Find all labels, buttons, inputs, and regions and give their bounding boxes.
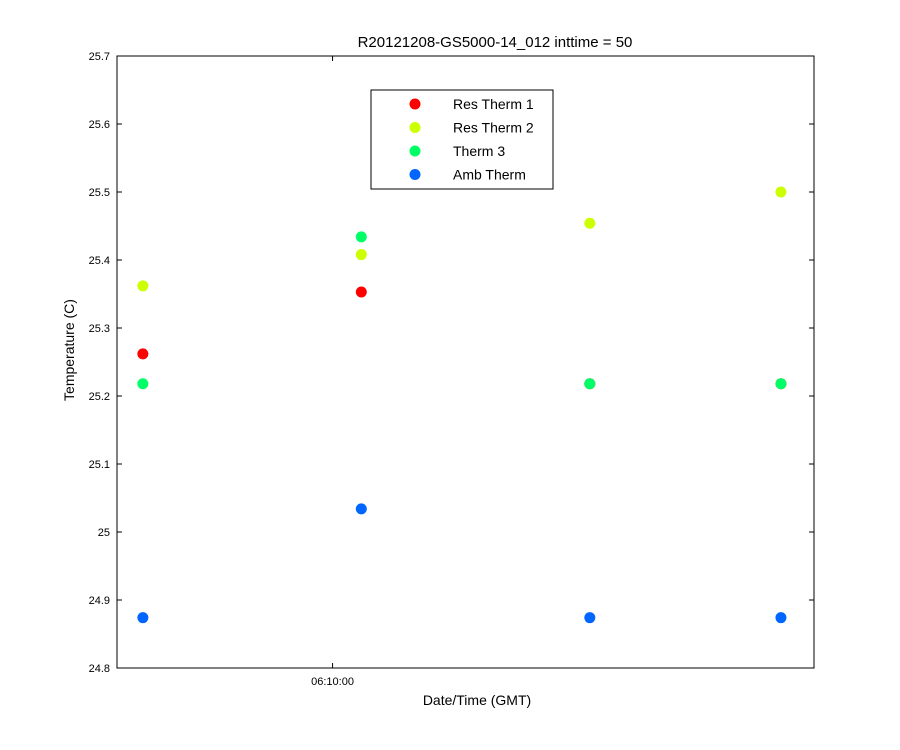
data-point [775,378,787,390]
data-point [137,280,149,292]
data-point [355,231,367,243]
y-tick-label: 25.5 [89,187,110,199]
y-tick-label: 25.3 [89,323,110,335]
x-tick-label: 06:10:00 [311,676,354,688]
legend-label: Res Therm 2 [453,120,534,136]
legend-box [370,89,554,190]
legend-marker [409,98,421,110]
y-tick-label: 25 [98,527,110,539]
y-axis: 24.8 24.9 25 25.1 25.2 25.3 25.4 25.5 25.6 25.7 [89,51,814,675]
y-tick-label: 25.7 [89,51,110,63]
y-axis-label: Temperature (C) [61,299,77,401]
data-point [137,612,149,624]
data-points [137,186,787,624]
y-tick-label: 24.8 [89,663,110,675]
data-point [584,217,596,229]
x-axis-label: Date/Time (GMT) [423,692,531,708]
legend: Res Therm 1 Res Therm 2 Therm 3 Amb Therm [370,89,554,190]
data-point [775,612,787,624]
y-tick-label: 25.1 [89,459,110,471]
legend-label: Amb Therm [453,167,526,183]
y-tick-label: 25.4 [89,255,110,267]
data-point [775,186,787,198]
legend-marker [409,169,421,180]
y-tick-label: 25.2 [89,391,110,403]
y-tick-label: 24.9 [89,595,110,607]
data-point [584,612,596,624]
data-point [137,348,149,360]
data-point [355,503,367,515]
legend-marker [409,122,421,133]
legend-label: Therm 3 [453,143,505,159]
y-tick-label: 25.6 [89,119,110,131]
chart-title: R20121208-GS5000-14_012 inttime = 50 [358,34,633,51]
legend-marker [409,145,421,157]
data-point [584,378,596,390]
legend-label: Res Therm 1 [453,96,534,112]
data-point [137,378,149,390]
data-point [355,286,367,298]
data-point [355,249,367,261]
x-axis: 06:10:00 [311,56,354,688]
